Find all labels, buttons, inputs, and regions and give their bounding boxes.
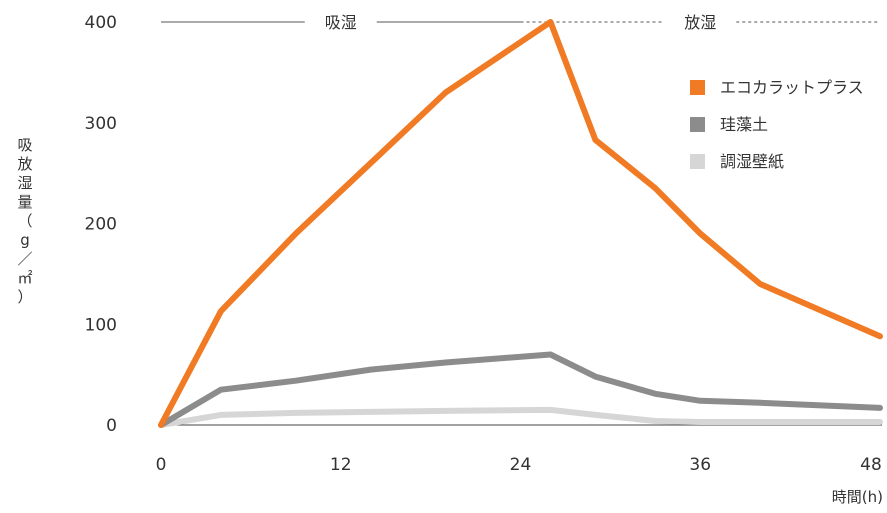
x-tick-label: 0 xyxy=(156,455,167,475)
y-axis-label-char: ） xyxy=(17,288,33,306)
phase-label: 吸湿 xyxy=(325,13,357,32)
y-axis-label-char: 量 xyxy=(17,193,33,211)
series-line xyxy=(158,19,883,428)
y-axis-label-char: ㎡ xyxy=(17,269,33,287)
y-axis-label-char: 放 xyxy=(17,155,33,173)
y-tick-label: 300 xyxy=(85,114,117,134)
y-axis-label-char: 吸 xyxy=(17,136,33,154)
y-tick-label: 0 xyxy=(106,416,117,436)
y-axis-label-char: （ xyxy=(17,212,33,230)
legend-swatch xyxy=(690,117,705,132)
y-axis-label-char: ／ xyxy=(17,250,33,268)
x-tick-label: 48 xyxy=(860,455,882,475)
x-tick-label: 36 xyxy=(689,455,711,475)
phase-label: 放湿 xyxy=(684,13,716,32)
x-axis-label: 時間(h) xyxy=(832,488,883,506)
series-line xyxy=(158,351,883,428)
y-axis-ticks: 0 100 200 300 400 xyxy=(85,13,117,436)
y-tick-label: 200 xyxy=(85,215,117,235)
y-axis-label-char: 湿 xyxy=(17,174,33,192)
series-lines xyxy=(158,19,883,428)
series-line xyxy=(158,406,883,428)
legend-label: 調湿壁紙 xyxy=(720,152,784,171)
x-axis-ticks: 0 12 24 36 48 xyxy=(156,455,882,475)
y-axis-label-char: g xyxy=(20,231,30,249)
y-tick-label: 400 xyxy=(85,13,117,33)
legend-label: エコカラットプラス xyxy=(720,78,864,97)
x-tick-label: 12 xyxy=(330,455,352,475)
y-tick-label: 100 xyxy=(85,315,117,335)
y-axis-label: 吸放湿量（g ／㎡） xyxy=(14,136,36,307)
phase-annotations: 吸湿 放湿 xyxy=(161,13,880,32)
legend-swatch xyxy=(690,154,705,169)
legend-swatch xyxy=(690,80,705,95)
legend-label: 珪藻土 xyxy=(720,115,768,134)
x-tick-label: 24 xyxy=(510,455,532,475)
